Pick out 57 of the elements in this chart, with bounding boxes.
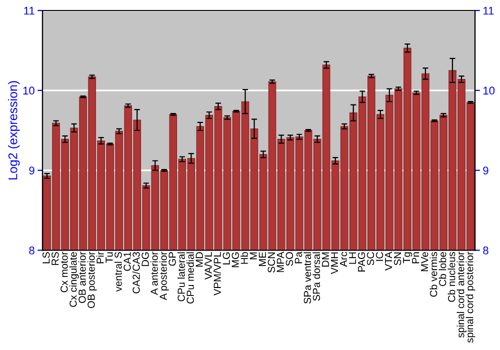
x-tick-label: OB posterior <box>87 252 97 308</box>
x-tick-label: PAG <box>358 252 366 272</box>
y-tick-label: 9 <box>29 166 34 174</box>
x-tick-label: ME <box>258 252 266 266</box>
x-tick-label: RS <box>52 252 59 265</box>
x-tick-label: spinal cord posterior <box>466 252 476 343</box>
x-tick-label: MVe <box>421 252 428 272</box>
y-axis-title: Log2 (expression) <box>8 81 20 180</box>
y2-tick-label: 10 <box>483 86 495 95</box>
x-tick-label: MPA <box>276 252 284 272</box>
x-tick-label: Cb lobe <box>438 252 446 286</box>
x-tick-label: LG <box>222 252 230 264</box>
x-tick-label: VTA <box>385 252 392 271</box>
x-tick-label: DM <box>322 252 329 267</box>
x-tick-label: Pir <box>96 252 104 264</box>
x-tick-label: CPu medial <box>186 252 194 304</box>
y2-tick-label: 9 <box>483 166 488 174</box>
x-tick-label: CA2/CA3 <box>132 252 140 294</box>
x-tick-label: CPu lateral <box>177 252 185 302</box>
x-tick-label: SO <box>286 252 294 266</box>
x-tick-label: Pn <box>412 252 420 264</box>
x-tick-label: VPM/VPL <box>213 252 221 296</box>
x-tick-label: spinal cord anterior <box>456 252 466 338</box>
x-tick-label: CA1 <box>124 252 131 271</box>
x-tick-label: MD <box>196 252 203 267</box>
x-tick-label: Pa <box>294 252 302 264</box>
x-tick-label: A anterior <box>150 252 158 296</box>
x-tick-label: SPa dorsal <box>312 252 320 301</box>
x-tick-label: SC <box>366 252 374 266</box>
y2-tick-label: 8 <box>483 246 488 254</box>
x-tick-label: Hb <box>240 252 248 264</box>
x-tick-label: Tg <box>403 252 412 264</box>
x-tick-label: VMH <box>330 252 338 274</box>
x-tick-label: M <box>250 252 257 260</box>
x-tick-label: SCN <box>268 252 275 273</box>
x-tick-label: DG <box>142 252 149 266</box>
y2-tick-label: 11 <box>483 6 494 15</box>
x-tick-label: Cx motor <box>60 252 68 292</box>
x-tick-label: OB anterior <box>78 252 86 303</box>
x-tick-label: SPa ventral <box>304 252 312 304</box>
x-tick-label: GP <box>168 252 176 266</box>
x-tick-label: VA/VL <box>204 252 212 280</box>
y-tick-label: 11 <box>24 6 34 15</box>
x-tick-label: Cb nucleus <box>448 252 456 302</box>
x-tick-label: LS <box>42 252 50 264</box>
x-tick-label: SN <box>394 252 402 266</box>
x-tick-label: IC <box>376 252 384 261</box>
y-tick-label: 10 <box>23 86 34 95</box>
x-tick-label: Cx cingulate <box>69 252 79 307</box>
x-tick-label: A posterior <box>159 252 169 300</box>
x-tick-label: MG <box>232 252 239 268</box>
x-tick-label: Tu <box>106 252 113 263</box>
x-tick-label: Arc <box>340 252 348 267</box>
y-tick-label: 8 <box>29 246 34 254</box>
x-tick-label: Cb vermis <box>430 252 438 297</box>
x-tick-label: ventral S <box>114 252 122 292</box>
x-tick-label: LH <box>349 252 356 264</box>
